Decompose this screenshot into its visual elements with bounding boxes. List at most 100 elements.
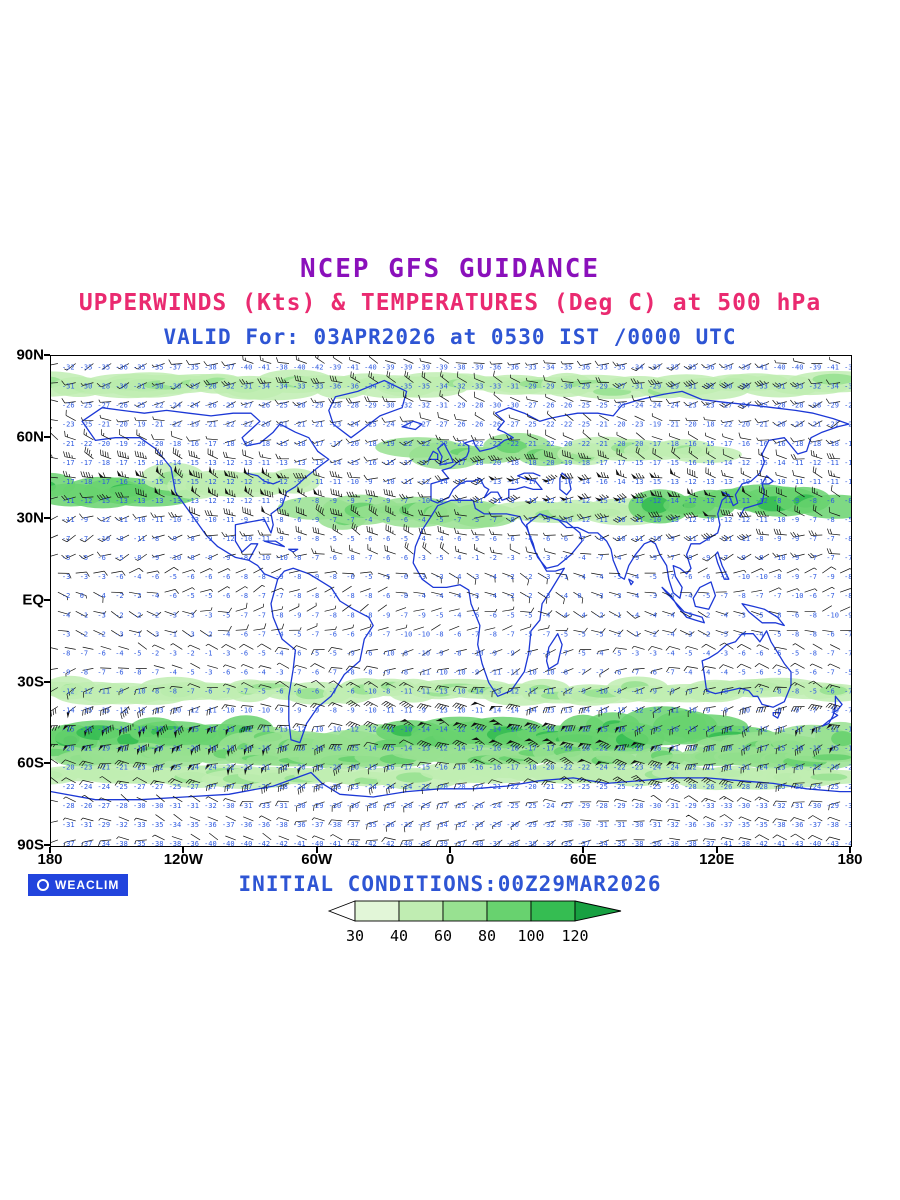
svg-text:-20: -20	[62, 745, 75, 753]
svg-text:-16: -16	[364, 459, 377, 467]
x-axis-label: 60W	[301, 851, 333, 868]
svg-text:-22: -22	[151, 402, 164, 410]
svg-text:-5: -5	[257, 649, 265, 657]
svg-text:-25: -25	[773, 783, 786, 791]
svg-text:-6: -6	[809, 592, 817, 600]
svg-text:-17: -17	[595, 459, 608, 467]
svg-text:-9: -9	[631, 554, 639, 562]
svg-text:-14: -14	[524, 707, 537, 715]
svg-text:-17: -17	[62, 478, 75, 486]
svg-text:-38: -38	[417, 840, 430, 846]
svg-text:-10: -10	[560, 516, 573, 524]
svg-text:-37: -37	[702, 840, 715, 846]
svg-text:-12: -12	[649, 497, 662, 505]
svg-text:-9: -9	[275, 573, 283, 581]
svg-text:-14: -14	[329, 459, 342, 467]
svg-text:-29: -29	[613, 802, 626, 810]
svg-text:-12: -12	[453, 478, 466, 486]
svg-text:-7: -7	[595, 554, 603, 562]
svg-text:0: 0	[577, 592, 581, 600]
svg-text:-36: -36	[204, 821, 217, 829]
svg-text:-8: -8	[755, 535, 763, 543]
svg-text:-6: -6	[737, 649, 745, 657]
svg-text:-5: -5	[666, 592, 674, 600]
svg-text:-22: -22	[417, 783, 430, 791]
watermark-logo: WEACLIM	[28, 874, 129, 896]
svg-text:-40: -40	[791, 364, 804, 372]
svg-text:-22: -22	[222, 421, 235, 429]
svg-text:-20: -20	[97, 440, 110, 448]
svg-text:-5: -5	[435, 611, 443, 619]
svg-text:-4: -4	[720, 611, 728, 619]
svg-text:-21: -21	[666, 745, 679, 753]
svg-text:-25: -25	[80, 421, 93, 429]
svg-text:-1: -1	[631, 630, 639, 638]
svg-text:-23: -23	[791, 421, 804, 429]
svg-text:-7: -7	[844, 630, 851, 638]
svg-text:-5: -5	[346, 535, 354, 543]
svg-text:-19: -19	[240, 745, 253, 753]
svg-text:-12: -12	[737, 459, 750, 467]
svg-text:-8: -8	[346, 554, 354, 562]
svg-text:-16: -16	[80, 726, 93, 734]
svg-text:-33: -33	[257, 802, 270, 810]
svg-text:-23: -23	[702, 402, 715, 410]
svg-text:-27: -27	[400, 421, 413, 429]
svg-text:-33: -33	[755, 383, 768, 391]
svg-text:-16: -16	[560, 478, 573, 486]
svg-text:-5: -5	[649, 573, 657, 581]
svg-text:-20: -20	[133, 440, 146, 448]
svg-text:-4: -4	[453, 611, 461, 619]
svg-text:-32: -32	[666, 821, 679, 829]
svg-text:-6: -6	[275, 688, 283, 696]
svg-text:-3: -3	[435, 573, 443, 581]
svg-text:-21: -21	[204, 421, 217, 429]
svg-text:-20: -20	[115, 421, 128, 429]
svg-text:-35: -35	[186, 364, 199, 372]
svg-text:-11: -11	[133, 535, 146, 543]
svg-text:-10: -10	[417, 497, 430, 505]
svg-text:-21: -21	[62, 440, 75, 448]
svg-text:-4: -4	[684, 668, 692, 676]
svg-text:-20: -20	[613, 440, 626, 448]
svg-text:-8: -8	[364, 592, 372, 600]
svg-text:-15: -15	[382, 459, 395, 467]
legend-tick-label: 30	[346, 927, 364, 945]
svg-text:-32: -32	[115, 821, 128, 829]
svg-text:-12: -12	[97, 516, 110, 524]
svg-text:-3: -3	[62, 573, 70, 581]
svg-text:-7: -7	[844, 649, 851, 657]
svg-text:-2: -2	[115, 611, 123, 619]
svg-text:-41: -41	[826, 364, 839, 372]
svg-text:-25: -25	[649, 783, 662, 791]
svg-text:-4: -4	[62, 611, 70, 619]
svg-text:-7: -7	[275, 592, 283, 600]
svg-text:-39: -39	[435, 364, 448, 372]
svg-text:-4: -4	[453, 554, 461, 562]
weather-map-frame: -32 -35 -35 -36 -35 -35 -37 -35 -38 -37 -40 -41 -38-…	[50, 355, 852, 847]
svg-text:-9: -9	[506, 497, 514, 505]
svg-text:-4: -4	[364, 516, 372, 524]
svg-text:-8: -8	[435, 630, 443, 638]
svg-text:-9: -9	[204, 535, 212, 543]
svg-text:-40: -40	[293, 364, 306, 372]
svg-text:-2: -2	[649, 630, 657, 638]
svg-text:-24: -24	[311, 783, 324, 791]
svg-text:-13: -13	[115, 497, 128, 505]
svg-text:-7: -7	[844, 688, 851, 696]
svg-text:-39: -39	[382, 364, 395, 372]
svg-text:-36: -36	[115, 364, 128, 372]
svg-text:-22: -22	[240, 421, 253, 429]
svg-text:-8: -8	[346, 611, 354, 619]
svg-text:-20: -20	[346, 764, 359, 772]
svg-text:-38: -38	[151, 840, 164, 846]
svg-text:-34: -34	[631, 364, 644, 372]
svg-text:-24: -24	[346, 421, 359, 429]
svg-text:-30: -30	[151, 383, 164, 391]
svg-text:-28: -28	[737, 783, 750, 791]
svg-text:-18: -18	[577, 745, 590, 753]
svg-text:-30: -30	[809, 802, 822, 810]
svg-text:-13: -13	[151, 707, 164, 715]
svg-text:-23: -23	[329, 421, 342, 429]
svg-text:-3: -3	[169, 611, 177, 619]
